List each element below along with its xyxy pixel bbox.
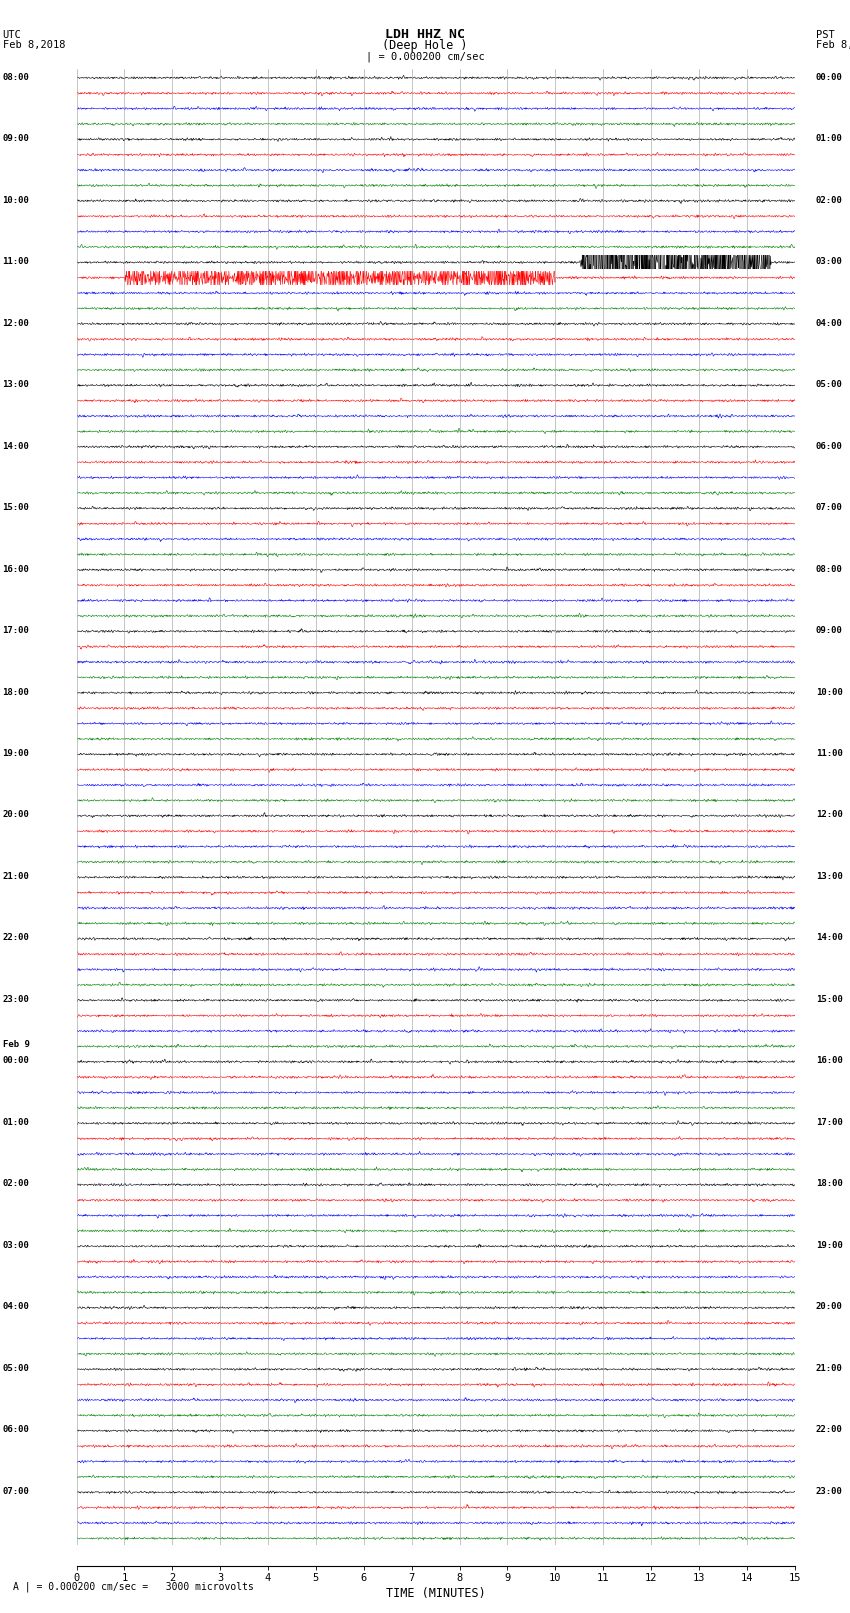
Text: 19:00: 19:00 [3,748,30,758]
Text: 23:00: 23:00 [816,1487,843,1495]
Text: 05:00: 05:00 [3,1365,30,1373]
Text: 10:00: 10:00 [816,687,843,697]
Text: 09:00: 09:00 [3,134,30,144]
Text: 01:00: 01:00 [3,1118,30,1127]
Text: 20:00: 20:00 [816,1302,843,1311]
Text: 06:00: 06:00 [816,442,843,450]
Text: 03:00: 03:00 [3,1240,30,1250]
Text: 15:00: 15:00 [816,995,843,1003]
Text: 13:00: 13:00 [816,873,843,881]
Text: Feb 9: Feb 9 [3,1039,30,1048]
Text: 09:00: 09:00 [816,626,843,636]
Text: 21:00: 21:00 [816,1365,843,1373]
Text: 05:00: 05:00 [816,381,843,389]
Text: 14:00: 14:00 [816,934,843,942]
Text: 00:00: 00:00 [816,73,843,82]
Text: 22:00: 22:00 [3,934,30,942]
Text: (Deep Hole ): (Deep Hole ) [382,39,468,52]
Text: 17:00: 17:00 [3,626,30,636]
Text: 17:00: 17:00 [816,1118,843,1127]
Text: 11:00: 11:00 [816,748,843,758]
Text: 18:00: 18:00 [3,687,30,697]
Text: A | = 0.000200 cm/sec =   3000 microvolts: A | = 0.000200 cm/sec = 3000 microvolts [13,1582,253,1592]
Text: 06:00: 06:00 [3,1426,30,1434]
Text: 04:00: 04:00 [3,1302,30,1311]
Text: 10:00: 10:00 [3,195,30,205]
Text: 00:00: 00:00 [3,1057,30,1066]
Text: 15:00: 15:00 [3,503,30,511]
Text: 04:00: 04:00 [816,318,843,327]
Text: 01:00: 01:00 [816,134,843,144]
Text: 18:00: 18:00 [816,1179,843,1189]
Text: 22:00: 22:00 [816,1426,843,1434]
Text: Feb 8,2018: Feb 8,2018 [816,40,850,50]
Text: 16:00: 16:00 [816,1057,843,1066]
Text: 02:00: 02:00 [3,1179,30,1189]
Text: 16:00: 16:00 [3,565,30,574]
Text: LDH HHZ NC: LDH HHZ NC [385,27,465,42]
Text: 12:00: 12:00 [816,810,843,819]
Text: | = 0.000200 cm/sec: | = 0.000200 cm/sec [366,52,484,61]
Text: 07:00: 07:00 [3,1487,30,1495]
X-axis label: TIME (MINUTES): TIME (MINUTES) [386,1587,485,1600]
Text: 19:00: 19:00 [816,1240,843,1250]
Text: 11:00: 11:00 [3,256,30,266]
Text: 08:00: 08:00 [3,73,30,82]
Text: 03:00: 03:00 [816,256,843,266]
Text: 21:00: 21:00 [3,873,30,881]
Text: 12:00: 12:00 [3,318,30,327]
Text: 13:00: 13:00 [3,381,30,389]
Text: 23:00: 23:00 [3,995,30,1003]
Text: 07:00: 07:00 [816,503,843,511]
Text: 20:00: 20:00 [3,810,30,819]
Text: 02:00: 02:00 [816,195,843,205]
Text: PST: PST [816,29,835,40]
Text: 14:00: 14:00 [3,442,30,450]
Text: UTC: UTC [3,29,21,40]
Text: Feb 8,2018: Feb 8,2018 [3,40,65,50]
Text: 08:00: 08:00 [816,565,843,574]
